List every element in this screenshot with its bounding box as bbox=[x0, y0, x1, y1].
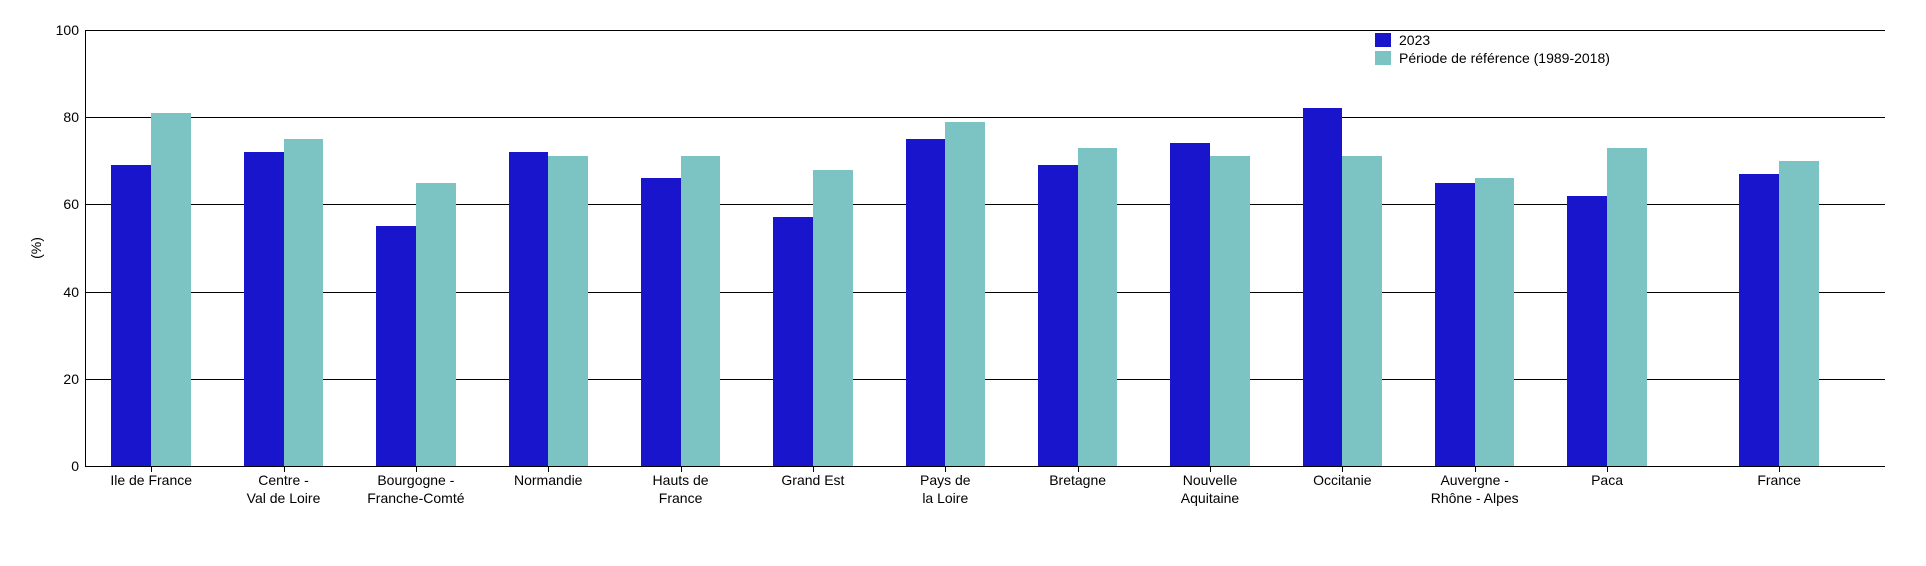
bar bbox=[1210, 156, 1250, 466]
legend-label: 2023 bbox=[1399, 32, 1430, 48]
gridline bbox=[85, 30, 1885, 31]
bar bbox=[1607, 148, 1647, 466]
x-tick-label-line: Pays de bbox=[880, 472, 1010, 490]
x-tick-label-line: Nouvelle bbox=[1145, 472, 1275, 490]
x-tick-label: Occitanie bbox=[1277, 466, 1407, 490]
x-tick-label: Pays dela Loire bbox=[880, 466, 1010, 507]
legend-swatch bbox=[1375, 51, 1391, 65]
x-tick-label-line: France bbox=[1714, 472, 1844, 490]
x-tick-label-line: Franche-Comté bbox=[351, 490, 481, 508]
x-tick-label: Paca bbox=[1542, 466, 1672, 490]
chart-container: 0 20 40 60 80 100 Ile de FranceCentre -Val de … bbox=[0, 0, 1926, 566]
bar bbox=[641, 178, 681, 466]
x-tick-label: Auvergne -Rhône - Alpes bbox=[1410, 466, 1540, 507]
y-tick-label: 40 bbox=[63, 284, 85, 300]
x-tick-label-line: France bbox=[616, 490, 746, 508]
bar bbox=[376, 226, 416, 466]
bar bbox=[1475, 178, 1515, 466]
y-tick-label: 80 bbox=[63, 109, 85, 125]
x-tick-label-line: Normandie bbox=[483, 472, 613, 490]
bar bbox=[1038, 165, 1078, 466]
bar bbox=[813, 170, 853, 466]
x-tick-label-line: Bretagne bbox=[1013, 472, 1143, 490]
bar bbox=[244, 152, 284, 466]
x-tick-label: Ile de France bbox=[86, 466, 216, 490]
y-axis-label: (%) bbox=[28, 237, 44, 259]
x-tick-label: Centre -Val de Loire bbox=[219, 466, 349, 507]
bar bbox=[773, 217, 813, 466]
legend-label: Période de référence (1989-2018) bbox=[1399, 50, 1610, 66]
x-tick-label-line: Paca bbox=[1542, 472, 1672, 490]
bar bbox=[548, 156, 588, 466]
x-tick-label: Bourgogne -Franche-Comté bbox=[351, 466, 481, 507]
bar bbox=[1567, 196, 1607, 466]
bar bbox=[1303, 108, 1343, 466]
legend-item: Période de référence (1989-2018) bbox=[1375, 50, 1610, 66]
bar bbox=[906, 139, 946, 466]
bar bbox=[151, 113, 191, 466]
y-tick-label: 60 bbox=[63, 196, 85, 212]
y-tick-label: 20 bbox=[63, 371, 85, 387]
x-tick-label-line: Hauts de bbox=[616, 472, 746, 490]
x-tick-label-line: Ile de France bbox=[86, 472, 216, 490]
bar bbox=[1739, 174, 1779, 466]
bar bbox=[509, 152, 549, 466]
x-tick-label: Grand Est bbox=[748, 466, 878, 490]
bar bbox=[284, 139, 324, 466]
x-tick-label: Normandie bbox=[483, 466, 613, 490]
bar bbox=[1342, 156, 1382, 466]
bar bbox=[1170, 143, 1210, 466]
x-tick-label-line: Centre - bbox=[219, 472, 349, 490]
bar bbox=[111, 165, 151, 466]
x-tick-label-line: la Loire bbox=[880, 490, 1010, 508]
legend-item: 2023 bbox=[1375, 32, 1610, 48]
x-tick-label-line: Rhône - Alpes bbox=[1410, 490, 1540, 508]
bar bbox=[945, 122, 985, 466]
x-tick-label: Hauts deFrance bbox=[616, 466, 746, 507]
x-tick-label-line: Bourgogne - bbox=[351, 472, 481, 490]
bar bbox=[681, 156, 721, 466]
y-tick-label: 0 bbox=[71, 458, 85, 474]
x-tick-label: France bbox=[1714, 466, 1844, 490]
legend-swatch bbox=[1375, 33, 1391, 47]
x-tick-label-line: Aquitaine bbox=[1145, 490, 1275, 508]
legend: 2023 Période de référence (1989-2018) bbox=[1375, 32, 1610, 68]
x-tick-label-line: Auvergne - bbox=[1410, 472, 1540, 490]
x-tick-label: NouvelleAquitaine bbox=[1145, 466, 1275, 507]
y-tick-label: 100 bbox=[56, 22, 85, 38]
x-tick-label-line: Occitanie bbox=[1277, 472, 1407, 490]
x-tick-label-line: Grand Est bbox=[748, 472, 878, 490]
x-tick-label: Bretagne bbox=[1013, 466, 1143, 490]
y-axis-line bbox=[85, 30, 86, 466]
bar bbox=[1435, 183, 1475, 466]
x-tick-label-line: Val de Loire bbox=[219, 490, 349, 508]
gridline bbox=[85, 117, 1885, 118]
bar bbox=[1078, 148, 1118, 466]
plot-area: 020406080100Ile de FranceCentre -Val de … bbox=[85, 30, 1885, 466]
bar bbox=[416, 183, 456, 466]
bar bbox=[1779, 161, 1819, 466]
